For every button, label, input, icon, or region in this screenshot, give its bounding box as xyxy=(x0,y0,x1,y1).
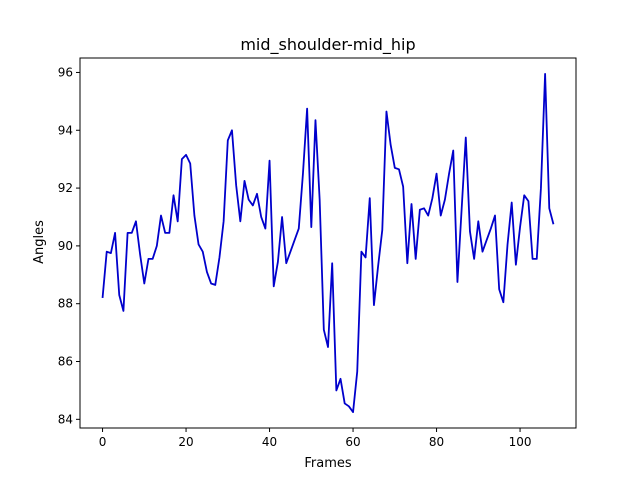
y-tick-label: 92 xyxy=(58,181,73,195)
x-tick-label: 0 xyxy=(99,435,107,449)
y-tick-label: 96 xyxy=(58,65,73,79)
y-tick-label: 84 xyxy=(58,412,73,426)
x-tick-label: 40 xyxy=(262,435,277,449)
y-tick-label: 94 xyxy=(58,123,73,137)
chart-title: mid_shoulder-mid_hip xyxy=(240,35,415,55)
axis-ticks: 0 20 40 60 80 100 84 86 88 90 92 94 96 xyxy=(58,65,532,449)
y-tick-label: 90 xyxy=(58,239,73,253)
plot-frame xyxy=(79,57,577,429)
x-tick-label: 60 xyxy=(345,435,360,449)
x-tick-label: 20 xyxy=(178,435,193,449)
y-tick-label: 88 xyxy=(58,297,73,311)
series-line xyxy=(101,73,555,413)
y-axis-label: Angles xyxy=(32,220,47,264)
y-tick-label: 86 xyxy=(58,355,73,369)
x-axis-label: Frames xyxy=(304,456,352,471)
x-tick-label: 100 xyxy=(509,435,532,449)
x-tick-label: 80 xyxy=(429,435,444,449)
